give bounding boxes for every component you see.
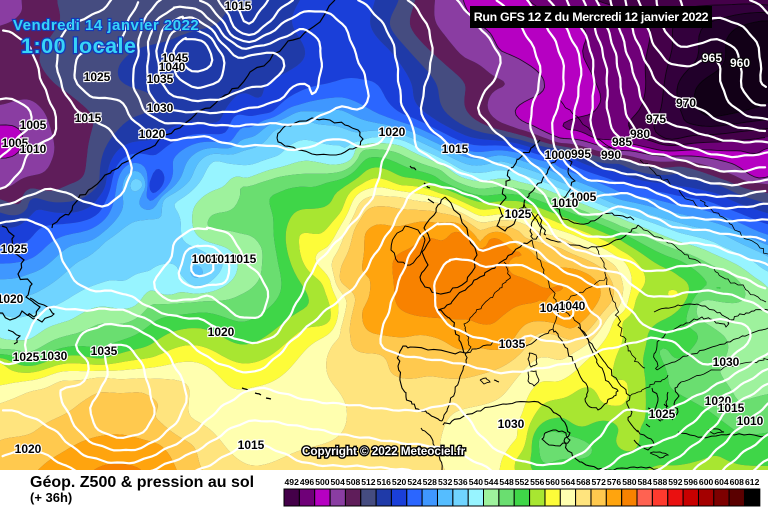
svg-text:990: 990 — [601, 148, 621, 162]
svg-text:975: 975 — [646, 112, 666, 126]
svg-text:1015: 1015 — [75, 111, 102, 125]
svg-text:970: 970 — [676, 96, 696, 110]
svg-text:604: 604 — [714, 477, 729, 487]
svg-text:544: 544 — [484, 477, 499, 487]
svg-text:1025: 1025 — [649, 407, 676, 421]
svg-text:1015: 1015 — [442, 142, 469, 156]
svg-text:1010: 1010 — [552, 196, 579, 210]
svg-text:1010: 1010 — [20, 142, 47, 156]
svg-text:1030: 1030 — [147, 101, 174, 115]
svg-text:512: 512 — [361, 477, 376, 487]
svg-text:1025: 1025 — [84, 70, 111, 84]
svg-text:1040: 1040 — [540, 301, 567, 315]
svg-text:496: 496 — [300, 477, 315, 487]
svg-text:540: 540 — [469, 477, 484, 487]
svg-text:572: 572 — [592, 477, 607, 487]
svg-text:524: 524 — [407, 477, 422, 487]
svg-text:965: 965 — [702, 51, 722, 65]
svg-text:592: 592 — [668, 477, 683, 487]
svg-text:1005: 1005 — [20, 118, 47, 132]
svg-text:1020: 1020 — [0, 292, 24, 306]
svg-text:612: 612 — [745, 477, 760, 487]
svg-text:1030: 1030 — [498, 417, 525, 431]
svg-text:1005: 1005 — [570, 190, 597, 204]
svg-text:1010: 1010 — [737, 414, 764, 428]
svg-text:985: 985 — [612, 135, 632, 149]
svg-text:1005: 1005 — [192, 252, 219, 266]
svg-text:588: 588 — [653, 477, 668, 487]
svg-text:568: 568 — [576, 477, 591, 487]
svg-text:576: 576 — [607, 477, 622, 487]
svg-text:492: 492 — [285, 477, 300, 487]
svg-text:1045: 1045 — [162, 51, 189, 65]
svg-text:1035: 1035 — [91, 344, 118, 358]
svg-text:1015: 1015 — [238, 438, 265, 452]
svg-text:548: 548 — [499, 477, 514, 487]
svg-text:508: 508 — [346, 477, 361, 487]
svg-text:960: 960 — [730, 56, 750, 70]
svg-text:1020: 1020 — [705, 394, 732, 408]
svg-text:600: 600 — [699, 477, 714, 487]
svg-text:520: 520 — [392, 477, 407, 487]
svg-text:1040: 1040 — [559, 299, 586, 313]
svg-text:584: 584 — [638, 477, 653, 487]
svg-text:536: 536 — [453, 477, 468, 487]
svg-text:1020: 1020 — [208, 325, 235, 339]
svg-text:500: 500 — [315, 477, 330, 487]
svg-text:Copyright © 2022 Meteociel.fr: Copyright © 2022 Meteociel.fr — [302, 444, 466, 458]
svg-text:560: 560 — [545, 477, 560, 487]
svg-text:1015: 1015 — [718, 401, 745, 415]
svg-text:564: 564 — [561, 477, 576, 487]
svg-text:552: 552 — [515, 477, 530, 487]
svg-text:1020: 1020 — [379, 125, 406, 139]
svg-text:1040: 1040 — [159, 60, 186, 74]
svg-text:995: 995 — [571, 147, 591, 161]
svg-text:1020: 1020 — [15, 442, 42, 456]
svg-text:516: 516 — [377, 477, 392, 487]
svg-text:1030: 1030 — [41, 349, 68, 363]
svg-text:1015: 1015 — [230, 252, 257, 266]
svg-text:528: 528 — [423, 477, 438, 487]
svg-text:580: 580 — [622, 477, 637, 487]
svg-text:980: 980 — [630, 127, 650, 141]
svg-text:1020: 1020 — [139, 127, 166, 141]
svg-text:1035: 1035 — [147, 72, 174, 86]
svg-text:532: 532 — [438, 477, 453, 487]
svg-text:1015: 1015 — [225, 0, 252, 13]
svg-text:504: 504 — [331, 477, 346, 487]
svg-text:1035: 1035 — [499, 337, 526, 351]
svg-text:608: 608 — [730, 477, 745, 487]
svg-text:1025: 1025 — [13, 350, 40, 364]
svg-text:596: 596 — [684, 477, 699, 487]
svg-text:556: 556 — [530, 477, 545, 487]
svg-text:1005: 1005 — [2, 136, 29, 150]
svg-text:1010: 1010 — [211, 252, 238, 266]
svg-text:1025: 1025 — [505, 207, 532, 221]
svg-text:1025: 1025 — [1, 242, 28, 256]
svg-text:1030: 1030 — [713, 355, 740, 369]
svg-text:1000: 1000 — [545, 148, 572, 162]
